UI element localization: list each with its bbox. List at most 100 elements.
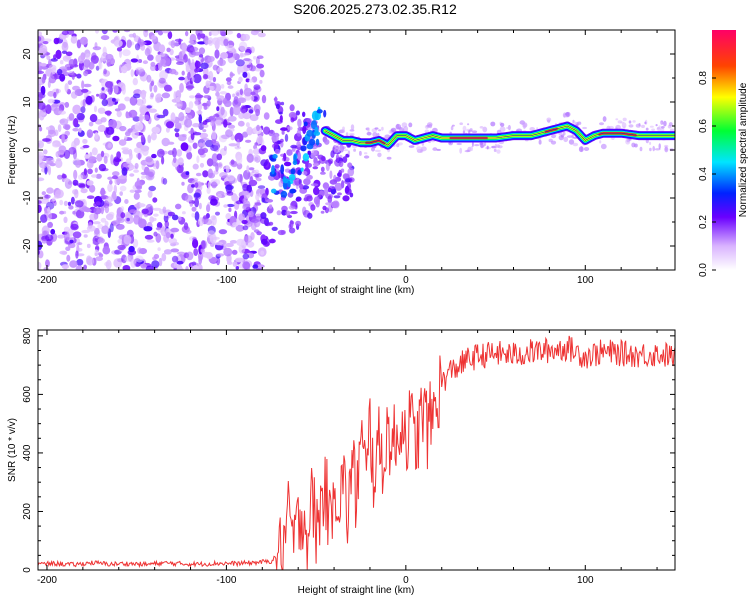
- noise-blob: [150, 132, 157, 141]
- noise-blob: [215, 91, 220, 97]
- noise-blob: [250, 95, 255, 101]
- colorbar-gradient: [712, 30, 736, 270]
- halo-blob: [645, 127, 649, 131]
- halo-blob: [660, 121, 663, 125]
- noise-blob: [119, 125, 127, 132]
- halo-blob: [408, 145, 415, 148]
- noise-blob: [256, 124, 261, 132]
- noise-blob: [59, 118, 69, 126]
- colorbar: 0.0 0.2 0.4 0.6 0.8 Normalized spectral ampl…: [698, 30, 749, 277]
- noise-blob: [95, 65, 100, 71]
- transition-blob: [305, 160, 309, 170]
- noise-blob: [145, 156, 153, 163]
- noise-blob: [168, 237, 178, 245]
- noise-blob: [239, 88, 244, 96]
- noise-blob: [109, 180, 113, 185]
- noise-blob: [45, 259, 50, 267]
- halo-blob: [493, 148, 497, 152]
- noise-blob: [147, 54, 154, 61]
- noise-blob: [178, 112, 185, 122]
- noise-blob: [73, 169, 78, 180]
- ridge-blob: [303, 121, 308, 127]
- halo-blob: [470, 146, 473, 152]
- noise-blob: [63, 149, 71, 159]
- y-tick-label: 0: [22, 147, 33, 153]
- noise-blob: [144, 48, 151, 57]
- noise-blob: [134, 122, 144, 132]
- noise-blob: [112, 171, 120, 177]
- transition-blob: [295, 197, 301, 202]
- noise-blob: [182, 211, 186, 215]
- noise-blob: [238, 76, 243, 83]
- noise-blob: [124, 96, 131, 102]
- noise-blob: [94, 227, 100, 235]
- halo-blob: [507, 124, 511, 131]
- transition-blob: [342, 195, 350, 202]
- noise-blob: [72, 118, 78, 127]
- halo-blob: [403, 126, 409, 132]
- noise-blob: [212, 37, 220, 46]
- noise-blob: [100, 35, 110, 41]
- halo-blob: [396, 143, 400, 148]
- noise-blob: [216, 253, 225, 257]
- noise-blob: [38, 91, 43, 101]
- noise-blob: [96, 93, 100, 97]
- noise-blob: [58, 145, 67, 154]
- noise-blob: [98, 92, 106, 100]
- noise-blob: [176, 260, 184, 265]
- noise-blob: [173, 156, 177, 164]
- noise-blob: [242, 261, 251, 270]
- transition-blob: [281, 130, 285, 135]
- ridge-blob: [280, 190, 288, 198]
- noise-blob: [216, 153, 223, 161]
- noise-blob: [83, 70, 89, 77]
- noise-blob: [86, 195, 95, 199]
- noise-blob: [126, 217, 130, 222]
- noise-blob: [105, 196, 113, 204]
- noise-blob: [108, 119, 118, 129]
- noise-blob: [125, 158, 132, 165]
- noise-blob: [124, 211, 132, 219]
- noise-blob: [242, 33, 250, 41]
- snr-panel: -200 -100 0 100 0 200 400 600 800 Height of str…: [7, 327, 676, 596]
- noise-blob: [176, 61, 184, 65]
- noise-blob: [72, 104, 82, 115]
- noise-blob: [70, 91, 78, 99]
- noise-blob: [163, 249, 172, 255]
- ridge-blob: [272, 154, 278, 159]
- halo-blob: [563, 136, 569, 143]
- noise-blob: [108, 85, 113, 95]
- noise-blob: [202, 123, 209, 128]
- noise-blob: [134, 43, 141, 51]
- y-tick-label: 10: [22, 96, 33, 108]
- noise-blob: [47, 129, 56, 137]
- noise-blob: [51, 103, 58, 112]
- noise-blob: [236, 162, 243, 170]
- noise-blob: [80, 88, 89, 93]
- noise-blob: [136, 177, 140, 186]
- halo-blob: [339, 129, 346, 134]
- noise-blob: [129, 173, 135, 177]
- noise-blob: [41, 239, 47, 244]
- noise-blob: [55, 143, 62, 147]
- y-tick-label: 200: [22, 503, 33, 520]
- transition-blob: [347, 162, 353, 168]
- noise-blob: [72, 189, 79, 195]
- noise-blob: [150, 92, 155, 98]
- noise-blob: [74, 200, 84, 208]
- noise-blob: [206, 158, 214, 167]
- noise-blob: [161, 156, 165, 165]
- noise-blob: [48, 64, 57, 72]
- halo-blob: [459, 147, 463, 154]
- noise-blob: [81, 80, 85, 90]
- transition-blob: [329, 170, 333, 179]
- noise-blob: [164, 220, 170, 228]
- noise-blob: [107, 176, 113, 180]
- noise-blob: [185, 194, 193, 203]
- noise-blob: [116, 110, 122, 118]
- halo-blob: [658, 125, 661, 130]
- transition-blob: [280, 138, 284, 143]
- noise-blob: [101, 99, 109, 107]
- ridge-blob: [323, 109, 327, 118]
- transition-blob: [338, 160, 344, 168]
